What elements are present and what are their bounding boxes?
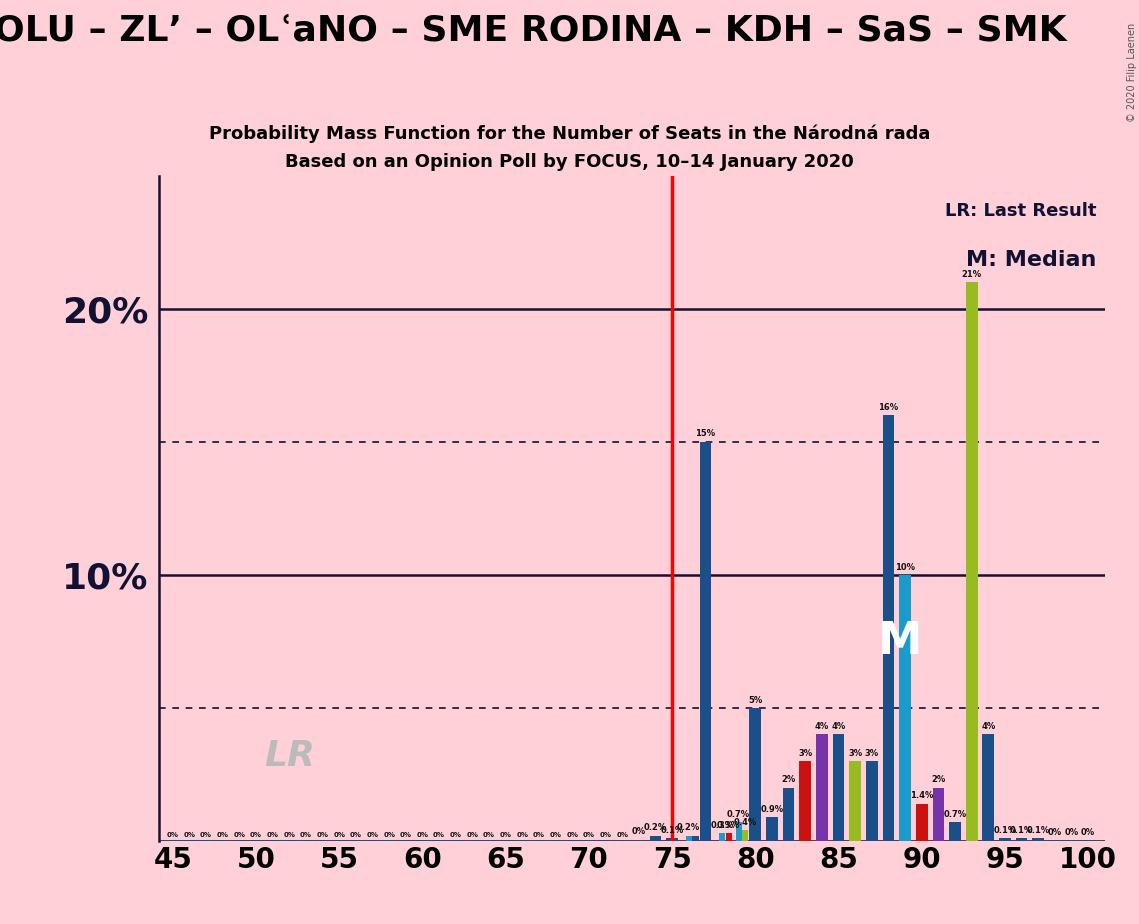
Bar [800, 761, 811, 841]
Bar [686, 835, 691, 841]
Text: 0%: 0% [233, 832, 245, 838]
Text: 0.4%: 0.4% [734, 818, 757, 827]
Bar [726, 833, 732, 841]
Bar [833, 735, 844, 841]
Bar [983, 735, 994, 841]
Text: 0%: 0% [433, 832, 445, 838]
Bar [693, 835, 698, 841]
Text: 0.1%: 0.1% [661, 826, 683, 835]
Text: 0.7%: 0.7% [727, 810, 751, 819]
Text: Based on an Opinion Poll by FOCUS, 10–14 January 2020: Based on an Opinion Poll by FOCUS, 10–14… [285, 152, 854, 171]
Bar [736, 822, 741, 841]
Bar [719, 833, 726, 841]
Text: 0%: 0% [400, 832, 412, 838]
Text: 0%: 0% [350, 832, 362, 838]
Text: 0.1%: 0.1% [993, 826, 1017, 835]
Bar [1016, 838, 1027, 841]
Text: LR: LR [264, 738, 314, 772]
Text: 3%: 3% [798, 748, 812, 758]
Text: 0%: 0% [1081, 828, 1096, 837]
Text: 0%: 0% [566, 832, 579, 838]
Text: 0.9%: 0.9% [761, 805, 784, 814]
Bar [767, 817, 778, 841]
Bar [949, 822, 961, 841]
Text: 0.2%: 0.2% [644, 823, 667, 833]
Text: 0%: 0% [1048, 828, 1062, 837]
Text: 3%: 3% [849, 748, 862, 758]
Text: 4%: 4% [981, 723, 995, 731]
Text: 0%: 0% [383, 832, 395, 838]
Text: 15%: 15% [695, 430, 715, 439]
Text: M: M [878, 620, 923, 663]
Text: LR: Last Result: LR: Last Result [945, 202, 1097, 220]
Text: 0%: 0% [267, 832, 279, 838]
Text: 1.4%: 1.4% [910, 791, 934, 800]
Text: 0%: 0% [583, 832, 595, 838]
Text: 16%: 16% [878, 403, 899, 412]
Bar [1032, 838, 1044, 841]
Text: M: Median: M: Median [966, 250, 1097, 270]
Text: 0.3%: 0.3% [711, 821, 734, 830]
Text: 0%: 0% [284, 832, 295, 838]
Text: 0%: 0% [450, 832, 461, 838]
Text: 0.3%: 0.3% [718, 821, 740, 830]
Text: 2%: 2% [932, 775, 945, 784]
Text: 0.2%: 0.2% [677, 823, 700, 833]
Bar [900, 575, 911, 841]
Bar [633, 840, 645, 841]
Text: 0%: 0% [483, 832, 495, 838]
Text: 0%: 0% [417, 832, 428, 838]
Bar [933, 787, 944, 841]
Text: 0%: 0% [367, 832, 378, 838]
Bar [649, 835, 662, 841]
Bar [999, 838, 1010, 841]
Text: 0%: 0% [466, 832, 478, 838]
Bar [699, 442, 711, 841]
Text: 0%: 0% [500, 832, 511, 838]
Text: 10%: 10% [895, 563, 915, 572]
Bar [966, 282, 977, 841]
Text: 0%: 0% [1065, 828, 1079, 837]
Text: 5%: 5% [748, 696, 762, 705]
Text: 0%: 0% [249, 832, 262, 838]
Bar [743, 830, 748, 841]
Text: 4%: 4% [831, 723, 845, 731]
Text: 0.7%: 0.7% [943, 810, 967, 819]
Text: 0%: 0% [632, 827, 646, 836]
Text: 4%: 4% [814, 723, 829, 731]
Text: 0.1%: 0.1% [1010, 826, 1033, 835]
Text: 0%: 0% [166, 832, 179, 838]
Text: 0%: 0% [616, 832, 629, 838]
Bar [666, 838, 678, 841]
Text: 0%: 0% [334, 832, 345, 838]
Text: 0%: 0% [516, 832, 528, 838]
Bar [883, 415, 894, 841]
Text: 0%: 0% [599, 832, 612, 838]
Bar [850, 761, 861, 841]
Text: © 2020 Filip Laenen: © 2020 Filip Laenen [1126, 23, 1137, 122]
Text: 21%: 21% [961, 270, 982, 279]
Text: 0%: 0% [216, 832, 229, 838]
Text: OLU – ZLʼ – OLʿaNO – SME RODINA – KDH – SaS – SMK: OLU – ZLʼ – OLʿaNO – SME RODINA – KDH – … [0, 14, 1067, 48]
Text: 0%: 0% [300, 832, 312, 838]
Text: 0%: 0% [183, 832, 196, 838]
Bar [782, 787, 794, 841]
Text: 0%: 0% [550, 832, 562, 838]
Text: 0.1%: 0.1% [1026, 826, 1050, 835]
Bar [749, 708, 761, 841]
Text: 0%: 0% [533, 832, 544, 838]
Text: 0%: 0% [200, 832, 212, 838]
Text: 2%: 2% [781, 775, 796, 784]
Bar [866, 761, 878, 841]
Bar [816, 735, 828, 841]
Bar [916, 804, 927, 841]
Text: 0%: 0% [317, 832, 328, 838]
Text: Probability Mass Function for the Number of Seats in the Národná rada: Probability Mass Function for the Number… [208, 125, 931, 143]
Text: 3%: 3% [865, 748, 879, 758]
